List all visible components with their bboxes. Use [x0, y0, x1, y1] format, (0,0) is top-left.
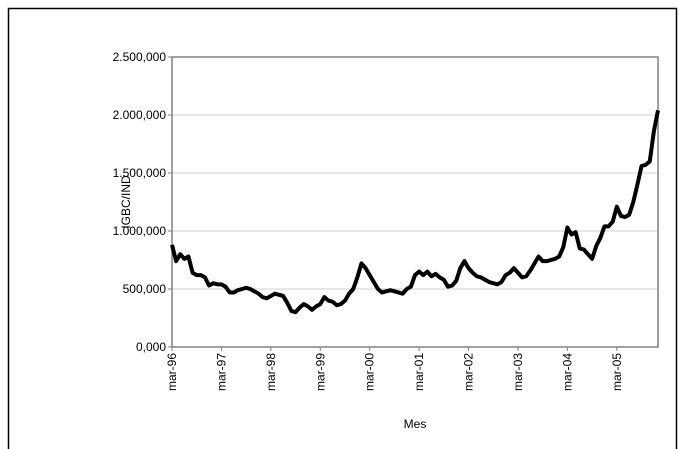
y-tick-label: 2.000,000	[113, 108, 167, 122]
x-tick-label: mar-02	[462, 353, 476, 391]
plot-area	[171, 56, 659, 348]
x-tick-label: mar-98	[264, 353, 278, 391]
y-tick-label: 1.500,000	[113, 166, 167, 180]
y-tick-label: 500,000	[123, 282, 167, 296]
y-tick-label: 1.000,000	[113, 224, 167, 238]
x-tick-label: mar-05	[610, 353, 624, 391]
x-axis-label: Mes	[404, 417, 427, 431]
x-tick-label: mar-01	[412, 353, 426, 391]
x-tick-label: mar-00	[363, 353, 377, 391]
y-tick-label: 0,000	[136, 340, 166, 354]
x-tick-label: mar-97	[214, 353, 228, 391]
x-tick-label: mar-99	[313, 353, 327, 391]
x-tick-label: mar-96	[165, 353, 179, 391]
chart-border	[7, 7, 678, 449]
y-tick-label: 2.500,000	[113, 50, 167, 64]
y-axis-label: IGBC/IND	[119, 175, 133, 229]
data-line	[170, 109, 660, 315]
x-tick-label: mar-03	[511, 353, 525, 391]
x-tick-label: mar-04	[560, 353, 574, 391]
